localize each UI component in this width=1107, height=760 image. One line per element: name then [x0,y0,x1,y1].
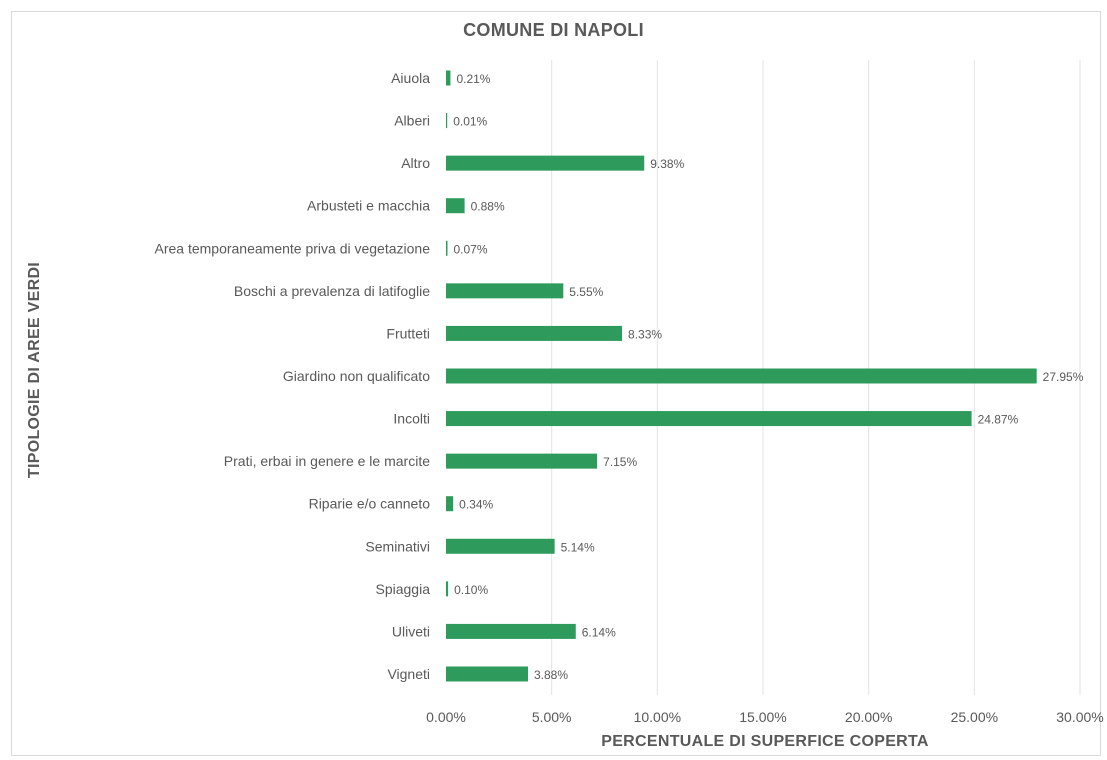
category-label: Frutteti [386,325,430,341]
chart-title: COMUNE DI NAPOLI [463,20,644,40]
bar [446,368,1037,384]
data-label: 8.33% [628,327,662,341]
x-tick-label: 15.00% [739,709,786,725]
bar [446,666,528,682]
bar [446,155,645,171]
x-tick-label: 30.00% [1056,709,1103,725]
category-label: Aiuola [391,70,430,86]
category-label: Uliveti [392,623,430,639]
data-label: 6.14% [582,625,616,639]
category-label: Incolti [393,411,430,427]
category-label: Alberi [394,113,430,129]
bar [446,453,598,469]
bar [446,283,564,299]
bar [446,325,623,341]
x-tick-label: 5.00% [532,709,572,725]
category-label: Vigneti [387,666,430,682]
bar [446,581,449,597]
category-label: Prati, erbai in genere e le marcite [224,453,430,469]
bar [446,411,972,427]
category-label: Altro [401,155,430,171]
data-label: 0.34% [459,498,493,512]
data-label: 7.15% [603,455,637,469]
bar [446,113,448,129]
bar [446,240,448,256]
data-label: 0.10% [454,583,488,597]
x-tick-label: 25.00% [951,709,998,725]
bar [446,198,465,214]
data-label: 9.38% [650,157,684,171]
data-label: 5.55% [569,285,603,299]
category-label: Arbusteti e macchia [307,198,430,214]
data-label: 24.87% [978,413,1019,427]
bars [446,70,1037,682]
data-label: 3.88% [534,668,568,682]
category-label: Boschi a prevalenza di latifoglie [234,283,430,299]
data-label: 5.14% [561,540,595,554]
category-label: Giardino non qualificato [283,368,430,384]
data-label: 0.88% [471,200,505,214]
category-label: Seminativi [365,538,430,554]
labels: 0.00% 5.00% 10.00% 15.00% 20.00% 25.00% 30.00%… [154,70,1103,725]
x-axis-title: PERCENTUALE DI SUPERFICE COPERTA [601,733,929,750]
data-label: 0.01% [453,115,487,129]
x-tick-label: 10.00% [634,709,681,725]
bar [446,70,451,86]
bar [446,496,454,512]
category-label: Riparie e/o canneto [309,496,431,512]
x-tick-label: 20.00% [845,709,892,725]
bar [446,538,555,554]
data-label: 27.95% [1043,370,1084,384]
data-label: 0.07% [453,242,487,256]
data-label: 0.21% [456,72,490,86]
category-label: Spiaggia [376,581,431,597]
category-label: Area temporaneamente priva di vegetazion… [154,240,430,256]
bar [446,623,576,639]
x-tick-label: 0.00% [426,709,466,725]
